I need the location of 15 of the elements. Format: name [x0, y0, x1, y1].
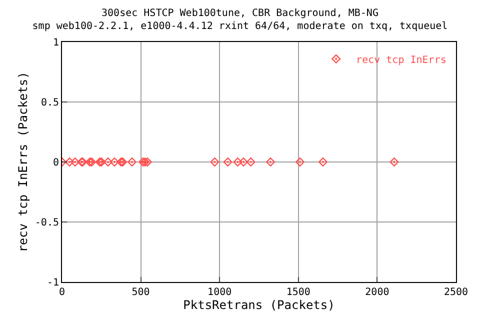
y-tick-label: -1	[46, 278, 59, 288]
y-tick-label: 0	[52, 158, 59, 168]
chart-title: 300sec HSTCP Web100tune, CBR Background, MB-NG	[102, 8, 378, 19]
x-tick-label: 2000	[365, 287, 390, 298]
chart-subtitle: smp web100-2.2.1, e1000-4.4.12 rxint 64/64, moderate on txq, txqueuel	[32, 21, 448, 32]
x-tick-label: 2500	[444, 287, 468, 298]
y-axis-title: recv tcp InErrs (Packets)	[16, 72, 30, 252]
legend-label: recv tcp InErrs	[356, 54, 446, 66]
y-tick-label: 1	[52, 38, 59, 48]
y-tick-label: -0.5	[34, 218, 59, 228]
x-tick-label: 500	[132, 287, 150, 298]
y-tick-label: 0.5	[40, 98, 59, 108]
x-tick-label: 1500	[286, 287, 310, 298]
x-axis-title: PktsRetrans (Packets)	[183, 298, 335, 312]
x-tick-label: 1000	[208, 287, 232, 298]
